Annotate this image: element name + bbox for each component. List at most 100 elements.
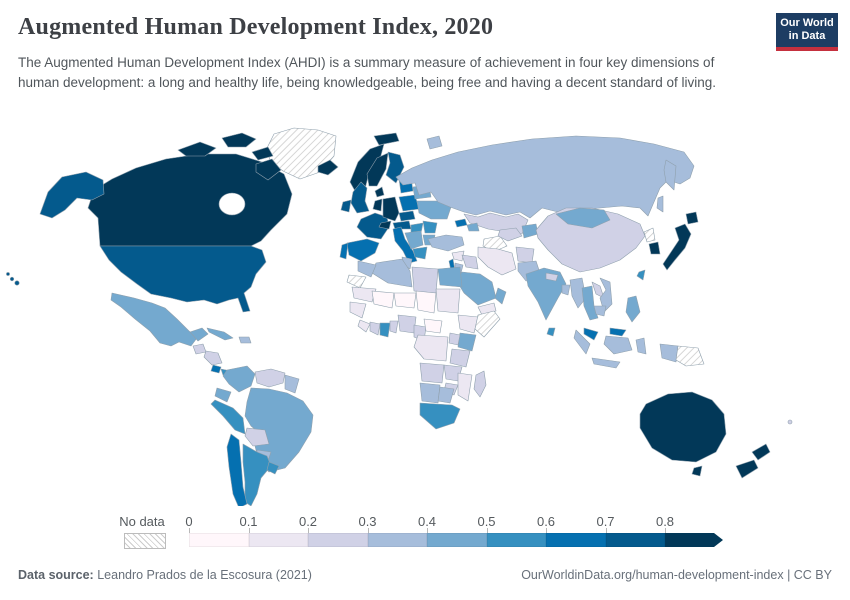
country-honduras-nicaragua[interactable] [203,350,223,366]
country-egypt[interactable] [437,266,463,288]
country-guyana-suriname[interactable] [284,374,300,394]
country-iraq[interactable] [461,254,479,270]
country-usa[interactable] [99,245,267,313]
country-hispaniola[interactable] [238,336,252,344]
country-mozambique[interactable] [457,372,473,402]
country-spain[interactable] [346,238,380,262]
country-romania[interactable] [422,220,438,234]
country-guatemala[interactable] [192,343,207,355]
owid-logo[interactable]: Our World in Data [776,13,838,51]
country-sri-lanka[interactable] [546,327,556,337]
legend-segment[interactable] [486,533,546,547]
country-taiwan[interactable] [636,269,646,281]
country-russia-sakhalin[interactable] [656,195,664,213]
country-sweden[interactable] [366,152,389,187]
country-morocco[interactable] [357,260,377,278]
country-ghana[interactable] [379,322,391,338]
legend-bar[interactable]: 0 0.1 0.2 0.3 0.4 0.5 0.6 0.7 0.8 [185,514,734,548]
country-saudi-arabia[interactable] [455,271,497,306]
country-mongolia[interactable] [555,207,611,229]
country-uzbekistan[interactable] [497,227,523,242]
country-canada[interactable] [177,141,217,157]
country-afghanistan[interactable] [515,246,535,264]
country-usa-alaska[interactable] [39,171,105,219]
country-france[interactable] [356,212,390,240]
country-italy[interactable] [392,226,418,264]
country-usa-hawaii[interactable] [9,276,15,282]
country-denmark[interactable] [374,186,385,198]
country-north-korea[interactable] [643,227,656,243]
country-russia[interactable] [395,135,695,219]
country-venezuela[interactable] [254,368,286,388]
country-new-zealand-south[interactable] [735,459,759,479]
country-syria[interactable] [451,250,465,262]
country-iran[interactable] [477,246,517,276]
country-balkans[interactable] [404,230,424,250]
country-senegal-guinea[interactable] [349,301,367,319]
country-south-korea[interactable] [648,241,661,255]
country-japan[interactable] [662,223,692,271]
country-sierra-leone-liberia[interactable] [357,319,371,333]
country-myanmar[interactable] [569,277,587,309]
country-peru[interactable] [210,399,246,435]
country-malaysia-borneo[interactable] [609,327,627,337]
country-colombia[interactable] [222,365,256,393]
country-ecuador[interactable] [214,387,232,403]
country-costa-rica[interactable] [210,364,222,374]
country-japan-hokkaido[interactable] [685,211,699,225]
country-malaysia[interactable] [583,327,599,341]
country-russia-novaya-zemlya[interactable] [426,135,443,150]
legend-no-data-swatch[interactable] [124,533,166,549]
country-uruguay[interactable] [266,461,280,475]
country-greece[interactable] [412,246,428,260]
country-tanzania[interactable] [449,348,471,368]
country-usa-hawaii[interactable] [6,272,10,276]
country-argentina[interactable] [242,443,272,506]
country-madagascar[interactable] [473,370,487,398]
country-cuba[interactable] [206,327,234,341]
legend-segment[interactable] [248,533,308,547]
country-portugal[interactable] [339,242,349,260]
country-benelux[interactable] [372,198,383,212]
country-ethiopia[interactable] [457,314,479,334]
country-indonesia-papua[interactable] [659,343,679,363]
country-china[interactable] [535,207,646,273]
country-canada[interactable] [221,132,257,148]
country-svalbard[interactable] [373,132,400,146]
country-bangladesh[interactable] [561,284,571,296]
country-south-africa[interactable] [419,402,461,430]
legend-segment[interactable] [427,533,487,547]
country-indonesia-java[interactable] [591,357,621,369]
country-mexico[interactable] [189,327,209,342]
country-usa-hawaii[interactable] [14,280,20,286]
legend-segment[interactable] [605,533,665,547]
country-canada[interactable] [251,146,274,161]
country-switzerland[interactable] [378,220,392,230]
country-azerbaijan[interactable] [466,222,480,232]
country-uganda[interactable] [448,332,461,346]
legend-segment[interactable] [546,533,606,547]
country-russia-kamchatka[interactable] [663,159,677,191]
country-namibia[interactable] [419,382,441,404]
country-mauritania[interactable] [351,286,377,303]
country-papua-new-guinea[interactable] [675,345,705,367]
country-somalia[interactable] [474,310,501,338]
country-cambodia[interactable] [593,305,607,317]
footer-link[interactable]: OurWorldinData.org/human-development-ind… [521,568,832,582]
country-libya[interactable] [411,266,439,294]
legend-segment[interactable] [665,533,723,547]
country-indonesia-kalimantan[interactable] [603,335,633,355]
country-sudan[interactable] [435,288,461,314]
country-thailand[interactable] [581,285,599,321]
country-germany[interactable] [382,196,400,222]
country-austria[interactable] [392,220,412,230]
legend-segment[interactable] [367,533,427,547]
country-chad[interactable] [415,290,437,314]
country-indonesia-sulawesi[interactable] [635,337,647,355]
country-bolivia[interactable] [244,427,270,447]
country-chile[interactable] [226,433,248,506]
country-philippines[interactable] [625,295,641,323]
country-central-african-republic[interactable] [423,318,443,334]
country-canada[interactable] [255,158,282,181]
legend-segment[interactable] [189,533,249,547]
